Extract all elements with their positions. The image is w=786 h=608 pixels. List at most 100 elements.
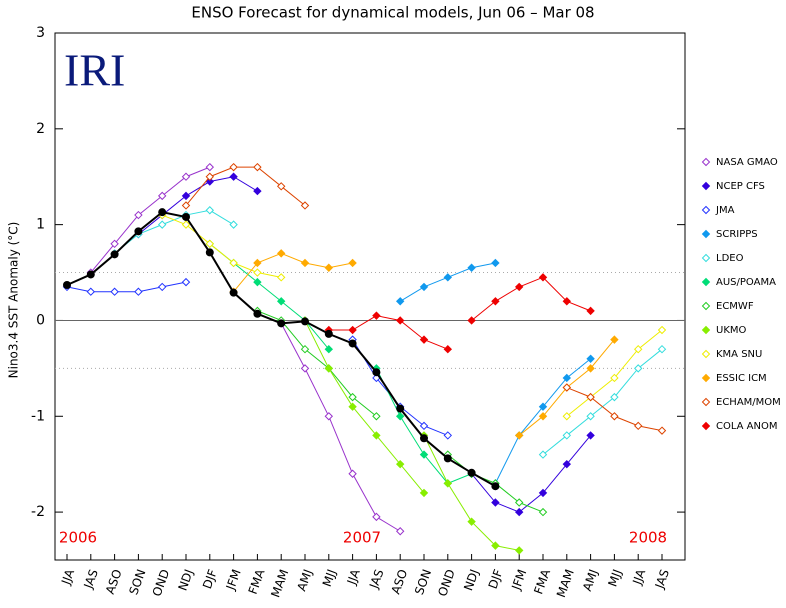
plume-line: [162, 214, 282, 278]
plume-line: [66, 281, 187, 293]
plume-marker: [491, 258, 500, 268]
plume-marker: [395, 459, 405, 469]
plume-marker: [586, 431, 595, 440]
plume-marker: [586, 392, 595, 402]
observed-marker: [134, 227, 143, 236]
plume-line: [494, 358, 591, 484]
x-tick-label: SON: [126, 567, 148, 596]
plume-marker: [372, 512, 381, 522]
plume-marker: [395, 297, 405, 306]
x-tick-label: JAS: [81, 567, 101, 591]
legend-label: KMA SNU: [716, 349, 762, 360]
observed-marker: [205, 248, 214, 257]
plume-marker: [419, 335, 429, 344]
plume-marker: [538, 412, 548, 421]
observed-marker: [467, 468, 476, 477]
legend-label: ECHAM/MOM: [716, 397, 781, 408]
plume-marker: [514, 431, 524, 440]
x-tick-label: DJF: [200, 567, 220, 590]
plume-marker: [419, 282, 429, 292]
plume-marker: [443, 431, 453, 440]
plume-marker: [514, 498, 524, 507]
chart-title: ENSO Forecast for dynamical models, Jun …: [191, 4, 594, 22]
observed-marker: [324, 329, 333, 338]
plume-marker: [348, 469, 357, 478]
x-tick-label: SON: [412, 567, 434, 596]
x-tick-label: JFM: [223, 567, 244, 592]
plume-line: [399, 262, 496, 302]
plume-marker: [586, 412, 595, 421]
plume-marker: [419, 488, 429, 498]
plume-marker: [205, 239, 215, 249]
plume-marker: [586, 364, 595, 373]
plume-line: [304, 320, 425, 494]
x-tick-label: AMJ: [294, 567, 315, 593]
legend-marker: [701, 421, 711, 431]
plume-marker: [467, 517, 476, 526]
year-label: 2007: [343, 529, 381, 547]
plume-marker: [372, 311, 381, 320]
plume-marker: [657, 325, 667, 335]
plume-marker: [348, 325, 357, 335]
legend-label: JMA: [715, 205, 735, 216]
legend-marker: [701, 277, 711, 287]
x-tick-label: OND: [435, 567, 458, 598]
x-tick-label: MJJ: [605, 567, 624, 588]
plume-marker: [253, 258, 262, 268]
plume-marker: [276, 249, 286, 258]
x-tick-label: NDJ: [461, 567, 482, 592]
plume-marker: [395, 412, 405, 421]
x-tick-label: MJJ: [320, 567, 339, 588]
plume-marker: [538, 507, 548, 517]
plume-marker: [253, 268, 262, 277]
plot-frame: [54, 32, 686, 561]
x-tick-label: NDJ: [176, 567, 197, 592]
plume-marker: [443, 344, 453, 354]
plume-marker: [205, 162, 215, 172]
legend-marker: [701, 349, 711, 359]
plume-marker: [657, 426, 667, 435]
plume-marker: [633, 344, 643, 354]
plume-marker: [276, 273, 286, 282]
plume-marker: [157, 282, 167, 292]
observed-marker: [348, 339, 357, 348]
observed-marker: [277, 319, 286, 328]
plume-marker: [181, 220, 191, 229]
x-tick-label: OND: [150, 567, 173, 598]
x-tick-label: JJA: [344, 567, 363, 588]
legend-marker: [701, 253, 711, 263]
plume-marker: [562, 383, 572, 392]
legend-label: ESSIC ICM: [716, 373, 767, 384]
legend-label: AUS/POAMA: [716, 277, 776, 288]
observed-marker: [158, 208, 167, 217]
legend-marker: [701, 397, 711, 407]
legend-label: SCRIPPS: [716, 229, 758, 240]
legend-label: UKMO: [716, 325, 747, 336]
legend-marker: [701, 205, 711, 215]
plume-marker: [229, 220, 238, 229]
x-tick-label: FMA: [246, 567, 268, 596]
x-tick-label: MAM: [554, 567, 577, 599]
plume-marker: [348, 258, 357, 268]
plume-marker: [562, 412, 572, 421]
observed-marker: [420, 434, 428, 443]
plume-marker: [157, 220, 167, 229]
y-axis-label: Nino3.4 SST Anomaly (°C): [7, 222, 21, 379]
legend-marker: [701, 157, 711, 167]
plume-marker: [491, 498, 500, 507]
plume-marker: [348, 392, 357, 402]
observed-marker: [443, 454, 452, 463]
plume-marker: [538, 450, 548, 459]
y-tick-label: 1: [36, 217, 45, 233]
plume-marker: [253, 162, 262, 172]
plume-marker: [324, 263, 334, 272]
plume-marker: [395, 527, 405, 536]
plume-marker: [181, 201, 191, 210]
observed-marker: [253, 309, 262, 318]
plume-line: [352, 339, 448, 436]
plume-marker: [86, 287, 96, 296]
observed-marker: [63, 281, 71, 290]
plume-marker: [276, 182, 286, 191]
plume-marker: [514, 282, 524, 292]
plume-marker: [562, 459, 572, 469]
